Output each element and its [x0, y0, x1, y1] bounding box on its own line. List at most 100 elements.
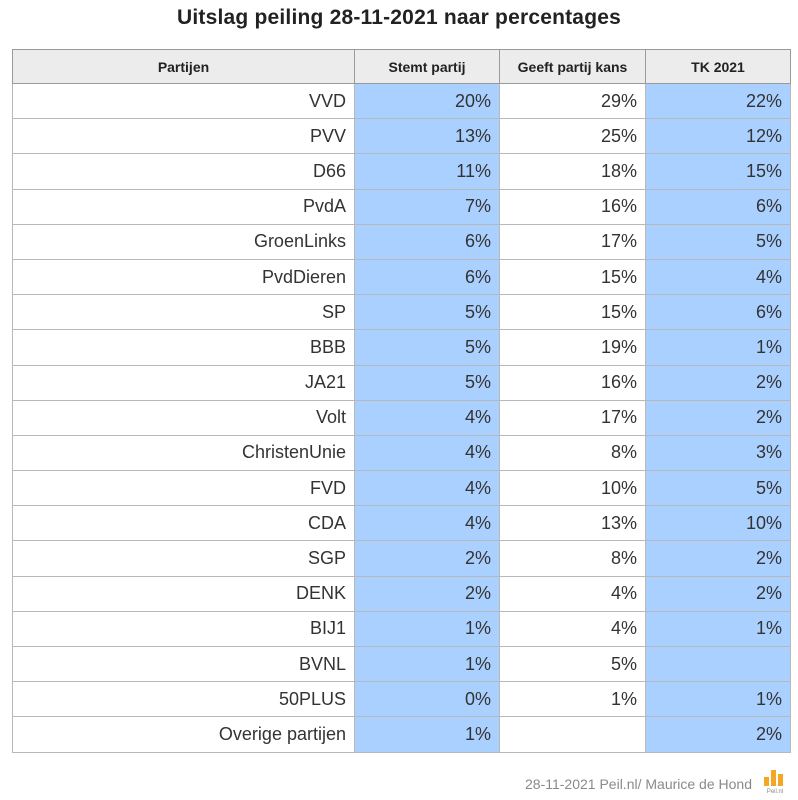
- tk-2021-value: 1%: [645, 329, 791, 366]
- geeft-partij-kans-value: 16%: [499, 364, 646, 401]
- geeft-partij-kans-value: 1%: [499, 681, 646, 718]
- header-row: Partijen Stemt partij Geeft partij kans …: [12, 49, 791, 84]
- table-row: Volt 4% 17% 2%: [12, 399, 791, 436]
- tk-2021-value: 1%: [645, 681, 791, 718]
- party-name: SGP: [12, 540, 355, 577]
- table-row: PvdDieren 6% 15% 4%: [12, 258, 791, 296]
- party-name: PvdDieren: [12, 258, 355, 296]
- table-row: D66 11% 18% 15%: [12, 153, 791, 190]
- party-name: SP: [12, 294, 355, 331]
- party-name: Overige partijen: [12, 716, 355, 753]
- geeft-partij-kans-value: 8%: [499, 540, 646, 577]
- geeft-partij-kans-value: 16%: [499, 188, 646, 225]
- stemt-partij-value: 0%: [354, 681, 500, 718]
- geeft-partij-kans-value: 10%: [499, 470, 646, 507]
- tk-2021-value: 3%: [645, 434, 791, 472]
- geeft-partij-kans-value: 29%: [499, 82, 646, 120]
- geeft-partij-kans-value: 17%: [499, 223, 646, 260]
- geeft-partij-kans-value: 8%: [499, 434, 646, 472]
- stemt-partij-value: 4%: [354, 399, 500, 436]
- party-name: PVV: [12, 118, 355, 155]
- table-row: SP 5% 15% 6%: [12, 294, 791, 331]
- stemt-partij-value: 4%: [354, 434, 500, 472]
- party-name: CDA: [12, 505, 355, 542]
- table-row: VVD 20% 29% 22%: [12, 82, 791, 120]
- stemt-partij-value: 2%: [354, 540, 500, 577]
- tk-2021-value: 6%: [645, 294, 791, 331]
- tk-2021-value: 2%: [645, 540, 791, 577]
- geeft-partij-kans-value: [499, 716, 646, 753]
- table-row: JA21 5% 16% 2%: [12, 364, 791, 401]
- geeft-partij-kans-value: 13%: [499, 505, 646, 542]
- stemt-partij-value: 20%: [354, 82, 500, 120]
- stemt-partij-value: 13%: [354, 118, 500, 155]
- party-name: JA21: [12, 364, 355, 401]
- tk-2021-value: 6%: [645, 188, 791, 225]
- svg-text:Peil.nl: Peil.nl: [767, 789, 783, 795]
- tk-2021-value: 2%: [645, 716, 791, 753]
- party-name: PvdA: [12, 188, 355, 225]
- stemt-partij-value: 1%: [354, 610, 500, 648]
- geeft-partij-kans-value: 15%: [499, 294, 646, 331]
- stemt-partij-value: 5%: [354, 329, 500, 366]
- column-header-tk-2021: TK 2021: [645, 49, 791, 84]
- column-header-partijen: Partijen: [12, 49, 355, 84]
- party-name: BBB: [12, 329, 355, 366]
- poll-table: Partijen Stemt partij Geeft partij kans …: [12, 49, 791, 753]
- tk-2021-value: [645, 645, 791, 683]
- party-name: BIJ1: [12, 610, 355, 648]
- stemt-partij-value: 4%: [354, 470, 500, 507]
- tk-2021-value: 10%: [645, 505, 791, 542]
- table-row: PvdA 7% 16% 6%: [12, 188, 791, 225]
- party-name: BVNL: [12, 645, 355, 683]
- party-name: VVD: [12, 82, 355, 120]
- tk-2021-value: 1%: [645, 610, 791, 648]
- peil-logo-icon: Peil.nl: [764, 770, 783, 795]
- party-name: GroenLinks: [12, 223, 355, 260]
- stemt-partij-value: 5%: [354, 364, 500, 401]
- stemt-partij-value: 5%: [354, 294, 500, 331]
- table-row: SGP 2% 8% 2%: [12, 540, 791, 577]
- stemt-partij-value: 2%: [354, 575, 500, 612]
- geeft-partij-kans-value: 4%: [499, 575, 646, 612]
- stemt-partij-value: 1%: [354, 716, 500, 753]
- tk-2021-value: 2%: [645, 575, 791, 612]
- stemt-partij-value: 7%: [354, 188, 500, 225]
- geeft-partij-kans-value: 5%: [499, 645, 646, 683]
- tk-2021-value: 5%: [645, 223, 791, 260]
- party-name: FVD: [12, 470, 355, 507]
- table-row: DENK 2% 4% 2%: [12, 575, 791, 612]
- column-header-stemt-partij: Stemt partij: [354, 49, 500, 84]
- table-row: BVNL 1% 5%: [12, 645, 791, 683]
- geeft-partij-kans-value: 17%: [499, 399, 646, 436]
- table-row: CDA 4% 13% 10%: [12, 505, 791, 542]
- tk-2021-value: 5%: [645, 470, 791, 507]
- geeft-partij-kans-value: 25%: [499, 118, 646, 155]
- geeft-partij-kans-value: 15%: [499, 258, 646, 296]
- table-row: Overige partijen 1% 2%: [12, 716, 791, 753]
- party-name: D66: [12, 153, 355, 190]
- tk-2021-value: 22%: [645, 82, 791, 120]
- party-name: DENK: [12, 575, 355, 612]
- chart-title: Uitslag peiling 28-11-2021 naar percenta…: [177, 6, 621, 29]
- tk-2021-value: 12%: [645, 118, 791, 155]
- stemt-partij-value: 11%: [354, 153, 500, 190]
- stemt-partij-value: 1%: [354, 645, 500, 683]
- geeft-partij-kans-value: 19%: [499, 329, 646, 366]
- table-row: ChristenUnie 4% 8% 3%: [12, 434, 791, 472]
- geeft-partij-kans-value: 4%: [499, 610, 646, 648]
- table-body: VVD 20% 29% 22% PVV 13% 25% 12% D66 11% 18% 15% PvdA…: [12, 82, 791, 753]
- table-row: 50PLUS 0% 1% 1%: [12, 681, 791, 718]
- stemt-partij-value: 6%: [354, 258, 500, 296]
- tk-2021-value: 15%: [645, 153, 791, 190]
- table-row: BBB 5% 19% 1%: [12, 329, 791, 366]
- tk-2021-value: 2%: [645, 364, 791, 401]
- table-row: FVD 4% 10% 5%: [12, 470, 791, 507]
- table-row: PVV 13% 25% 12%: [12, 118, 791, 155]
- table-row: GroenLinks 6% 17% 5%: [12, 223, 791, 260]
- party-name: Volt: [12, 399, 355, 436]
- source-footer: 28-11-2021 Peil.nl/ Maurice de Hond: [525, 776, 752, 792]
- stemt-partij-value: 4%: [354, 505, 500, 542]
- column-header-geeft-partij-kans: Geeft partij kans: [499, 49, 646, 84]
- stemt-partij-value: 6%: [354, 223, 500, 260]
